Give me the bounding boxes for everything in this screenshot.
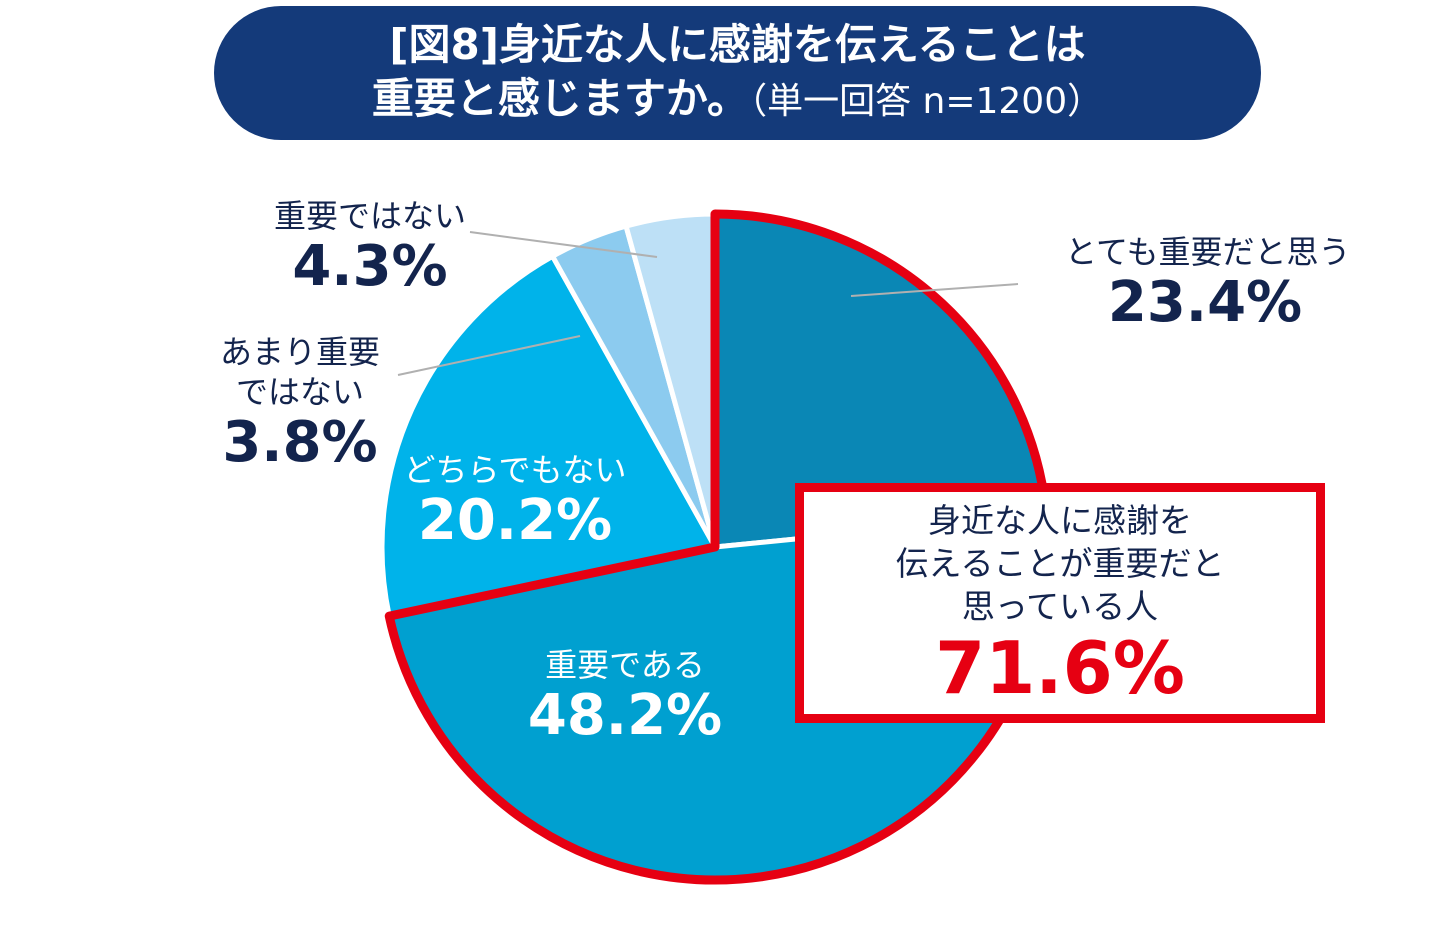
label-not-very-important-category-line1: あまり重要 xyxy=(219,333,380,371)
label-not-very-important-value: 3.8% xyxy=(222,410,378,475)
pie-slices xyxy=(379,211,1051,883)
callout-value: 71.6% xyxy=(935,625,1185,710)
label-not-very-important: あまり重要 ではない 3.8% xyxy=(195,332,405,474)
label-not-important: 重要ではない 4.3% xyxy=(255,196,485,298)
label-important: 重要である 48.2% xyxy=(500,645,750,747)
title-line-2: 重要と感じますか。（単一回答 n=1200） xyxy=(372,72,1103,129)
highlight-callout: 身近な人に感謝を 伝えることが重要だと 思っている人 71.6% xyxy=(795,483,1325,723)
label-very-important-value: 23.4% xyxy=(1107,270,1303,335)
label-neutral-value: 20.2% xyxy=(417,488,613,553)
label-very-important: とても重要だと思う 23.4% xyxy=(1065,232,1351,335)
label-not-important-value: 4.3% xyxy=(292,234,448,299)
slice-neutral xyxy=(379,253,718,619)
label-important-value: 48.2% xyxy=(527,683,723,748)
label-important-category: 重要である xyxy=(545,646,705,684)
title-line-2-main: 重要と感じますか。 xyxy=(371,73,750,123)
label-neutral: どちらでもない 20.2% xyxy=(395,450,635,552)
leader-line-very-important xyxy=(850,283,1019,297)
leader-lines xyxy=(397,231,1019,376)
label-not-very-important-category-line2: ではない xyxy=(235,373,364,411)
chart-title: [図8]身近な人に感謝を伝えることは 重要と感じますか。（単一回答 n=1200… xyxy=(214,6,1261,140)
title-line-2-sub: （単一回答 n=1200） xyxy=(749,80,1104,122)
title-line-1: [図8]身近な人に感謝を伝えることは xyxy=(389,19,1086,69)
label-not-important-category: 重要ではない xyxy=(273,197,466,235)
label-very-important-category: とても重要だと思う xyxy=(1065,233,1351,271)
leader-line-not-very-important xyxy=(397,335,581,376)
callout-line-2: 伝えることが重要だと xyxy=(895,543,1225,583)
label-neutral-category: どちらでもない xyxy=(403,451,627,489)
callout-line-3: 思っている人 xyxy=(961,586,1159,626)
leader-line-not-important xyxy=(469,231,658,258)
callout-line-1: 身近な人に感謝を xyxy=(928,500,1192,540)
